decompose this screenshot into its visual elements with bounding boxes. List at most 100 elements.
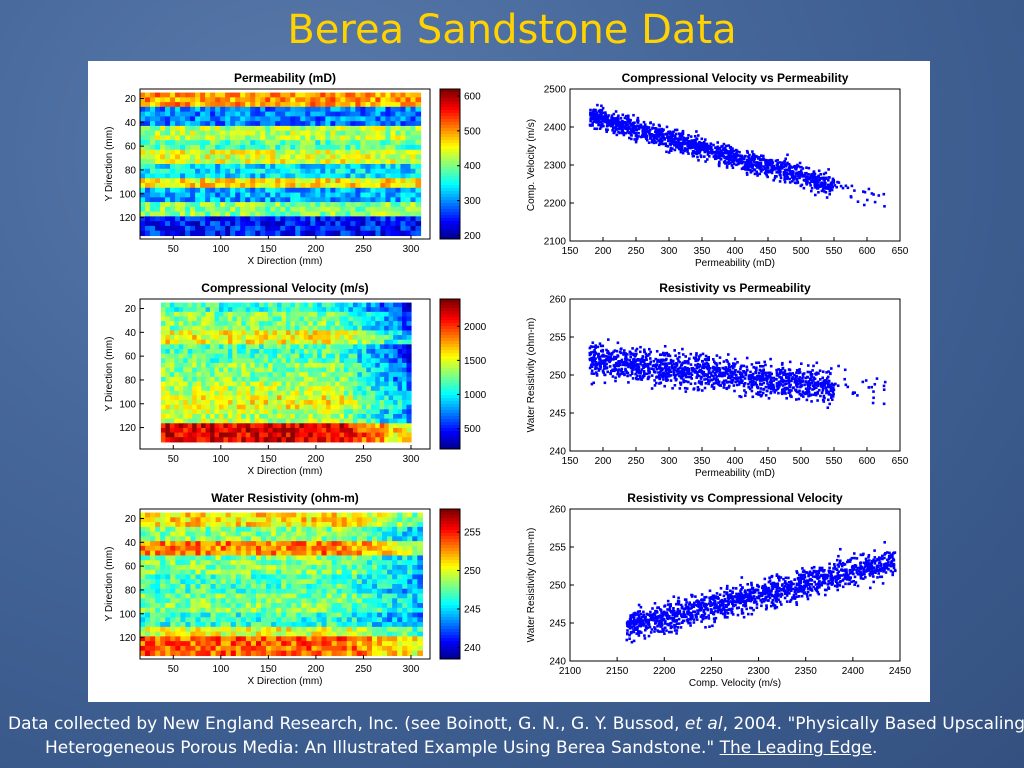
heatmap-cell	[326, 409, 332, 415]
heatmap-cell	[348, 432, 354, 438]
heatmap-cell	[350, 197, 356, 203]
heatmap-cell	[344, 427, 350, 434]
heatmap-cell	[205, 225, 211, 232]
heatmap-cell	[348, 358, 354, 364]
heatmap-cell	[195, 607, 202, 614]
heatmap-cell	[355, 106, 361, 113]
heatmap-cell	[410, 164, 417, 170]
heatmap-cell	[406, 316, 412, 322]
heatmap-cell	[271, 512, 277, 518]
heatmap-cell	[275, 164, 281, 170]
heatmap-cell	[303, 358, 309, 364]
heatmap-cell	[145, 125, 151, 132]
heatmap-cell	[393, 427, 399, 434]
heatmap-cell	[255, 159, 261, 165]
heatmap-cell	[277, 321, 283, 327]
heatmap-cell	[370, 311, 376, 318]
heatmap-cell	[150, 612, 156, 618]
y-axis-label: Y Direction (mm)	[104, 337, 115, 412]
heatmap-cell	[210, 522, 217, 528]
heatmap-cell	[170, 541, 176, 547]
heatmap-cell	[335, 316, 341, 322]
heatmap-cell	[174, 427, 180, 434]
heatmap-cell	[281, 607, 287, 614]
heatmap-cell	[370, 135, 377, 141]
heatmap-cell	[250, 197, 256, 203]
heatmap-cell	[180, 531, 186, 537]
heatmap-cell	[339, 344, 345, 350]
heatmap-cell	[390, 140, 397, 146]
heatmap-cell	[160, 159, 166, 165]
heatmap-cell	[341, 560, 348, 566]
heatmap-cell	[160, 211, 166, 217]
heatmap-cell	[382, 574, 388, 580]
heatmap-cell	[345, 211, 351, 217]
heatmap-cell	[281, 423, 287, 429]
heatmap-cell	[397, 584, 403, 590]
heatmap-cell	[263, 409, 269, 415]
heatmap-cell	[366, 381, 372, 387]
heatmap-cell	[218, 344, 225, 350]
heatmap-cell	[160, 173, 166, 179]
heatmap-cell	[200, 564, 207, 571]
heatmap-cell	[310, 183, 316, 189]
heatmap-cell	[299, 414, 305, 420]
heatmap-cell	[370, 358, 376, 364]
heatmap-cell	[325, 140, 331, 146]
heatmap-cell	[261, 531, 267, 537]
heatmap-cell	[140, 164, 146, 170]
heatmap-cell	[210, 584, 217, 590]
heatmap-cell	[339, 353, 345, 359]
heatmap-cell	[385, 111, 392, 117]
heatmap-cell	[392, 564, 398, 571]
heatmap-cell	[300, 106, 306, 113]
heatmap-cell	[210, 116, 216, 122]
heatmap-cell	[223, 414, 229, 420]
heatmap-cell	[382, 617, 388, 623]
heatmap-cell	[215, 216, 221, 222]
heatmap-cell	[348, 302, 354, 308]
heatmap-cell	[261, 584, 267, 590]
heatmap-cell	[361, 311, 367, 318]
heatmap-cell	[310, 144, 316, 151]
heatmap-cell	[180, 555, 186, 561]
heatmap-cell	[371, 593, 378, 599]
heatmap-cell	[227, 311, 233, 318]
heatmap-cell	[384, 381, 390, 387]
heatmap-cell	[140, 526, 146, 533]
heatmap-cell	[200, 522, 207, 528]
heatmap-cell	[300, 144, 306, 151]
heatmap-cell	[215, 149, 221, 156]
heatmap-cell	[232, 395, 238, 401]
heatmap-cell	[220, 164, 226, 170]
colorbar-cell	[440, 365, 460, 369]
heatmap-cell	[220, 517, 227, 523]
heatmap-cell	[352, 302, 358, 308]
heatmap-cell	[175, 140, 181, 146]
heatmap-cell	[286, 512, 292, 518]
heatmap-cell	[357, 307, 363, 313]
heatmap-cell	[346, 564, 353, 571]
heatmap-cell	[350, 159, 356, 165]
heatmap-cell	[340, 144, 346, 151]
heatmap-cell	[255, 116, 261, 122]
heatmap-cell	[254, 307, 260, 313]
heatmap-cell	[200, 517, 207, 523]
heatmap-cell	[240, 116, 246, 122]
colorbar-cell	[440, 425, 460, 429]
heatmap-cell	[330, 381, 336, 387]
heatmap-cell	[235, 140, 241, 146]
heatmap-cell	[200, 106, 206, 113]
heatmap-cell	[385, 154, 392, 160]
heatmap-cell	[235, 522, 242, 528]
heatmap-cell	[185, 522, 192, 528]
heatmap-cell	[387, 564, 393, 571]
heatmap-cell	[150, 130, 156, 137]
heatmap-cell	[245, 307, 251, 313]
heatmap-cell	[205, 409, 211, 415]
heatmap-cell	[169, 353, 175, 359]
heatmap-cell	[277, 404, 283, 410]
heatmap-cell	[245, 414, 251, 420]
heatmap-cell	[330, 418, 336, 424]
heatmap-cell	[263, 316, 269, 322]
